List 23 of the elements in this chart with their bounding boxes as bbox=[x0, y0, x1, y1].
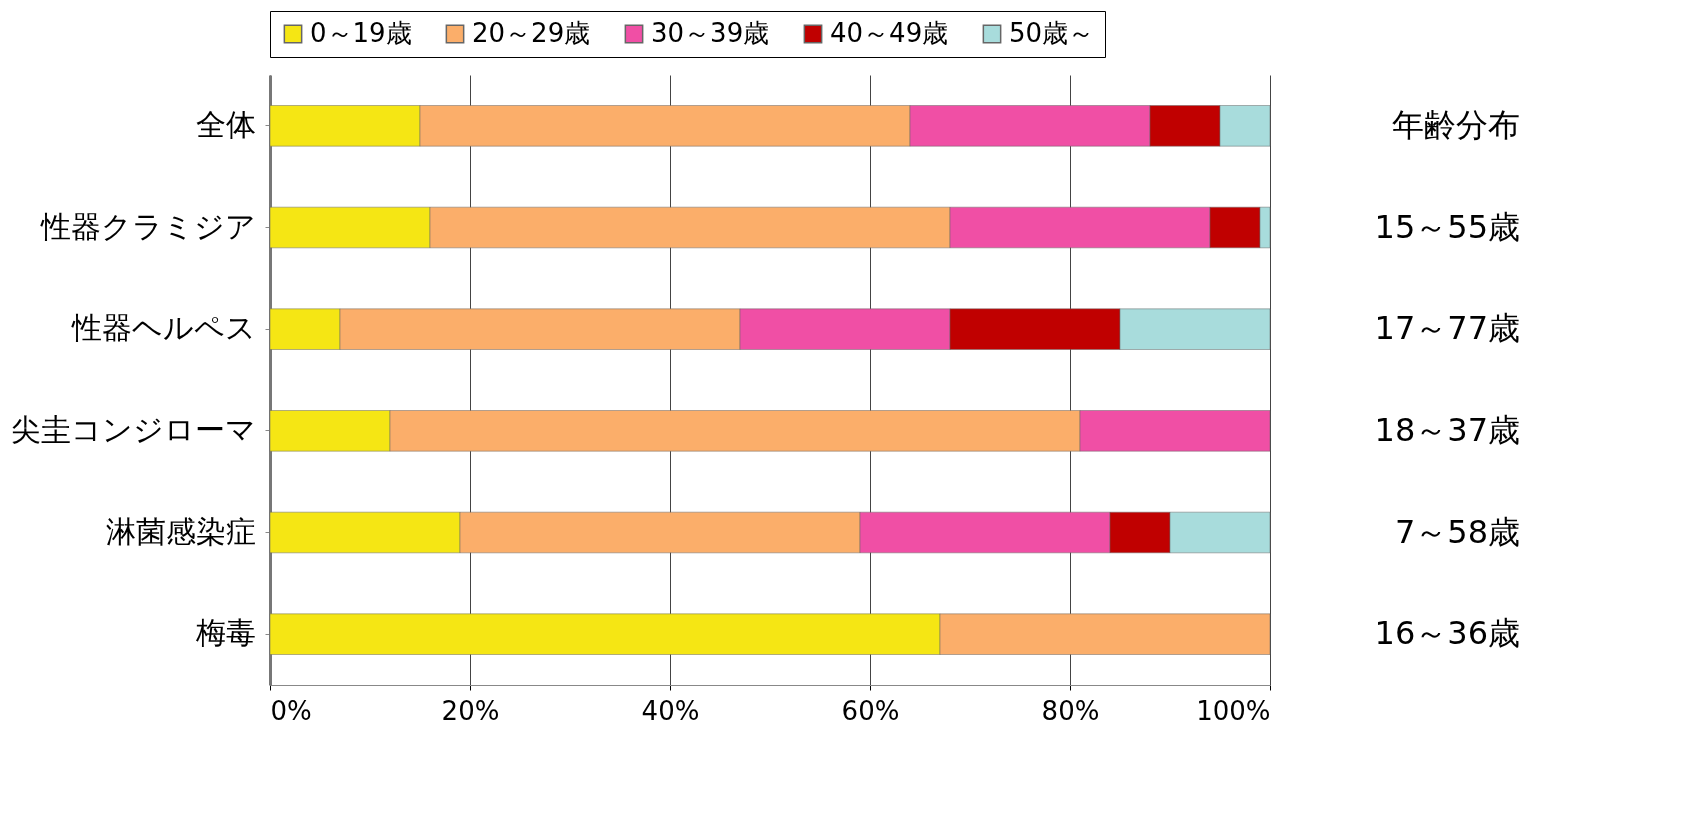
y-tick-label: 梅毒 bbox=[194, 615, 256, 651]
y-tick-label: 全体 bbox=[195, 106, 256, 142]
legend-label: 30～39歳 bbox=[651, 18, 770, 48]
text: 17～77歳 bbox=[1374, 309, 1520, 348]
y-tick-label: 性器ヘルペス bbox=[70, 310, 256, 346]
x-tick-label: 80% bbox=[1041, 695, 1100, 726]
x-tick-label: 100% bbox=[1196, 695, 1271, 726]
x-tick-label: 40% bbox=[641, 695, 700, 726]
legend-label: 40～49歳 bbox=[830, 18, 949, 48]
legend-label: 20～29歳 bbox=[472, 18, 591, 48]
x-tick-label: 0% bbox=[270, 695, 312, 726]
text: 15～55歳 bbox=[1374, 207, 1520, 246]
y-tick-label: 性器クラミジア bbox=[39, 208, 256, 244]
x-tick-label: 60% bbox=[841, 695, 900, 726]
text: 16～36歳 bbox=[1374, 614, 1520, 653]
x-tick-label: 20% bbox=[441, 695, 500, 726]
y-tick-label: 尖圭コンジローマ bbox=[10, 411, 256, 447]
text: 18～37歳 bbox=[1374, 410, 1520, 449]
legend-label: 0～19歳 bbox=[310, 18, 412, 48]
text: 7～58歳 bbox=[1394, 512, 1520, 551]
legend-label: 50歳～ bbox=[1009, 18, 1095, 48]
y-tick-label: 淋菌感染症 bbox=[105, 513, 256, 549]
text: 年齢分布 bbox=[1392, 105, 1520, 144]
